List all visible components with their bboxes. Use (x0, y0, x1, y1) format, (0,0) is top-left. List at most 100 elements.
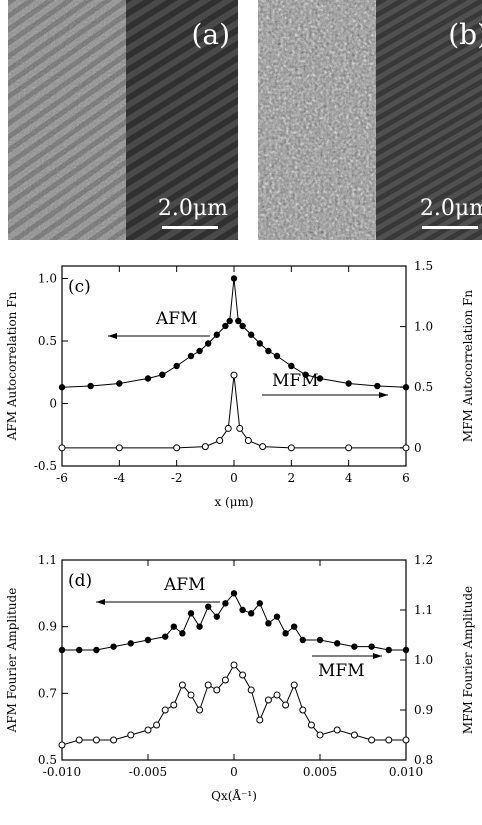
y-right-tick-label: 1.2 (414, 553, 433, 567)
mfm-data-point (58, 444, 66, 452)
mfm-data-point (230, 371, 238, 379)
plot-frame (61, 265, 407, 467)
y-right-tick-label: 1.0 (414, 320, 433, 334)
afm-data-point (273, 613, 281, 620)
x-tick-label: -2 (171, 471, 183, 485)
afm-data-point (213, 613, 220, 620)
x-tick-label: 0.005 (303, 765, 337, 779)
y-left-tick-label: -0.5 (34, 459, 57, 473)
mfm-data-point (230, 661, 238, 669)
scale-bar-b (422, 226, 478, 229)
afm-data-point (110, 643, 117, 650)
scale-bar-label-a: 2.0μm (157, 196, 228, 221)
mfm-data-point (256, 716, 264, 724)
x-axis-label: Qx(Å⁻¹) (211, 788, 257, 803)
mfm-data-point (264, 696, 272, 704)
mfm-data-point (402, 444, 410, 452)
y-left-axis-label: AFM Autocorrelation Fn (5, 291, 19, 441)
x-tick-label: -0.005 (129, 765, 167, 779)
x-tick-label: 0 (230, 765, 238, 779)
x-tick-label: 4 (345, 471, 353, 485)
x-tick-label: 0 (230, 471, 238, 485)
mfm-data-point (299, 706, 307, 714)
autocorrelation-chart: -6 -4 -2 0 2 4 6 -0.5 0 0.5 1.0 0 0.5 1.0 1.5 x (μm) AFM… (0, 248, 482, 532)
y-right-tick-label: 0.9 (414, 703, 433, 717)
y-left-axis-label: AFM Fourier Amplitude (5, 588, 19, 734)
mfm-micrograph-image (258, 0, 482, 240)
mfm-data-point (161, 706, 169, 714)
mfm-data-point (75, 736, 83, 744)
mfm-data-point (221, 676, 229, 684)
mfm-data-point (204, 681, 212, 689)
y-left-tick-label: 1.0 (38, 272, 57, 286)
afm-data-point (162, 633, 169, 640)
mfm-data-point (92, 736, 100, 744)
mfm-data-point (201, 443, 209, 451)
mfm-data-point (127, 731, 135, 739)
afm-data-point (256, 340, 263, 347)
y-left-tick-label: 0.9 (38, 620, 57, 634)
afm-data-point (187, 610, 195, 617)
scale-bar-a (162, 226, 218, 229)
afm-data-point (316, 375, 324, 382)
mfm-data-point (170, 701, 178, 709)
afm-micrograph: (a) 2.0μm (8, 0, 238, 240)
afm-data-point (248, 610, 255, 617)
afm-arrow-head (108, 333, 117, 339)
afm-data-point (196, 347, 203, 355)
x-tick-label: 0.010 (389, 765, 423, 779)
afm-data-point (230, 275, 238, 282)
y-right-tick-label: 0.8 (414, 753, 433, 767)
afm-annotation: AFM (163, 575, 205, 595)
y-left-tick-label: 0.5 (38, 753, 57, 767)
mfm-micrograph: (b) 2.0μm (258, 0, 482, 240)
mfm-data-point (239, 671, 247, 679)
mfm-data-point (273, 691, 281, 699)
fourier-amplitude-chart: -0.010 -0.005 0 0.005 0.010 0.5 0.7 0.9 1.1 0.8 0.… (0, 538, 482, 825)
mfm-annotation: MFM (272, 371, 319, 391)
mfm-arrow-head (373, 653, 382, 659)
afm-data-point (205, 603, 212, 610)
mfm-data-point (244, 437, 252, 445)
afm-data-point (76, 646, 83, 654)
afm-data-point (265, 620, 272, 627)
afm-data-point (144, 375, 152, 382)
x-axis-label: x (μm) (214, 495, 253, 509)
y-left-tick-label: 1.1 (38, 553, 57, 567)
afm-data-point (196, 623, 203, 630)
mfm-data-point (345, 444, 353, 452)
mfm-annotation: MFM (318, 661, 365, 681)
y-right-axis-label: MFM Autocorrelation Fn (461, 290, 475, 442)
y-left-tick-label: 0.5 (38, 334, 57, 348)
afm-data-point (239, 322, 246, 330)
panel-label: (c) (68, 277, 91, 297)
y-right-tick-label: 0.5 (414, 380, 433, 394)
afm-data-point (187, 352, 195, 360)
afm-data-point (226, 317, 233, 325)
afm-data-point (213, 331, 220, 338)
y-right-tick-label: 1.0 (414, 653, 433, 667)
mfm-data-point (173, 444, 181, 452)
afm-data-point (205, 340, 212, 347)
scale-bar-label-b: 2.0μm (419, 196, 482, 221)
mfm-data-point (368, 736, 376, 744)
mfm-data-point (259, 443, 267, 451)
y-left-tick-label: 0.7 (38, 686, 57, 700)
mfm-data-point (115, 444, 123, 452)
x-tick-label: 2 (288, 471, 296, 485)
afm-data-point (116, 380, 123, 387)
afm-arrow-head (96, 599, 105, 605)
afm-data-point (127, 640, 134, 647)
afm-data-point (239, 606, 246, 614)
afm-data-point (265, 347, 272, 355)
autocorrelation-chart-svg: -6 -4 -2 0 2 4 6 -0.5 0 0.5 1.0 0 0.5 1.0 1.5 x (μm) AFM… (5, 259, 475, 509)
afm-data-point (291, 623, 298, 630)
mfm-data-point (144, 726, 152, 734)
afm-data-point (144, 636, 152, 644)
afm-data-point (302, 371, 309, 378)
mfm-data-point (58, 741, 66, 749)
afm-data-point (58, 384, 66, 391)
afm-data-point (222, 600, 229, 607)
afm-data-point (256, 600, 263, 607)
afm-data-point (273, 352, 281, 360)
